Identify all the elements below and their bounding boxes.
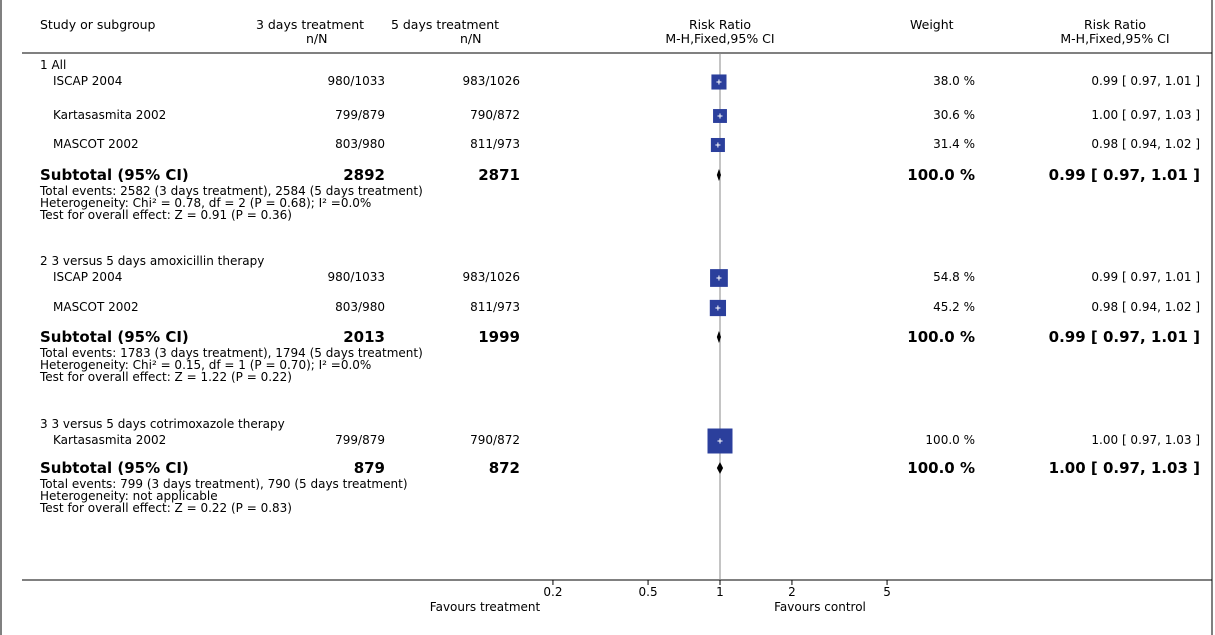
study-n2: 790/872 <box>470 433 520 447</box>
study-name: MASCOT 2002 <box>53 300 139 314</box>
subgroup-note: Test for overall effect: Z = 0.91 (P = 0… <box>40 208 292 222</box>
subgroup-note: Test for overall effect: Z = 0.22 (P = 0… <box>40 501 292 515</box>
subtotal-diamond <box>716 169 722 181</box>
study-n2: 983/1026 <box>462 270 521 284</box>
study-n2: 983/1026 <box>462 74 521 88</box>
subtotal-label: Subtotal (95% CI) <box>40 459 189 477</box>
study-n2: 811/973 <box>470 137 520 151</box>
header-group1-sub: n/N <box>306 31 328 46</box>
subtotal-weight: 100.0 % <box>907 166 975 184</box>
header-weight: Weight <box>910 17 954 32</box>
study-weight: 38.0 % <box>933 74 975 88</box>
study-n1: 803/980 <box>335 137 385 151</box>
study-n1: 803/980 <box>335 300 385 314</box>
subtotal-weight: 100.0 % <box>907 328 975 346</box>
study-n2: 811/973 <box>470 300 520 314</box>
study-name: Kartasasmita 2002 <box>53 108 167 122</box>
study-n1: 980/1033 <box>327 270 386 284</box>
header-rr-sub: M-H,Fixed,95% CI <box>1060 31 1170 46</box>
study-name: MASCOT 2002 <box>53 137 139 151</box>
study-name: ISCAP 2004 <box>53 74 123 88</box>
axis-tick-label: 0.5 <box>638 585 658 599</box>
study-n1: 799/879 <box>335 108 385 122</box>
subgroup-note: Total events: 1783 (3 days treatment), 1… <box>40 346 423 360</box>
subtotal-n1: 879 <box>353 459 385 477</box>
subtotal-ci: 0.99 [ 0.97, 1.01 ] <box>1048 166 1200 184</box>
subgroup-note: Test for overall effect: Z = 1.22 (P = 0… <box>40 370 292 384</box>
study-weight: 100.0 % <box>925 433 975 447</box>
study-weight: 54.8 % <box>933 270 975 284</box>
subtotal-ci: 1.00 [ 0.97, 1.03 ] <box>1048 459 1200 477</box>
subtotal-diamond <box>716 331 722 343</box>
subgroup-label: 1 All <box>40 58 67 72</box>
study-n1: 980/1033 <box>327 74 386 88</box>
plot-layer <box>552 53 888 585</box>
study-ci: 1.00 [ 0.97, 1.03 ] <box>1091 108 1200 122</box>
study-name: Kartasasmita 2002 <box>53 433 167 447</box>
subgroup-label: 2 3 versus 5 days amoxicillin therapy <box>40 254 265 268</box>
header-group1: 3 days treatment <box>255 17 365 32</box>
study-ci: 0.98 [ 0.94, 1.02 ] <box>1091 300 1200 314</box>
subgroup-note: Total events: 2582 (3 days treatment), 2… <box>40 184 423 198</box>
header-plot-title: Risk Ratio <box>689 17 751 32</box>
header-group2-sub: n/N <box>460 31 482 46</box>
subgroup-note: Heterogeneity: Chi² = 0.15, df = 1 (P = … <box>40 358 372 372</box>
subtotal-weight: 100.0 % <box>907 459 975 477</box>
subgroup-label: 3 3 versus 5 days cotrimoxazole therapy <box>40 417 285 431</box>
study-n2: 790/872 <box>470 108 520 122</box>
subgroup-note: Total events: 799 (3 days treatment), 79… <box>40 477 408 491</box>
subtotal-diamond <box>716 462 724 474</box>
subtotal-n2: 2871 <box>478 166 520 184</box>
subtotal-ci: 0.99 [ 0.97, 1.01 ] <box>1048 328 1200 346</box>
axis-left-label: Favours treatment <box>429 600 541 614</box>
subtotal-label: Subtotal (95% CI) <box>40 328 189 346</box>
study-n1: 799/879 <box>335 433 385 447</box>
subtotal-n2: 1999 <box>478 328 520 346</box>
subtotal-n1: 2013 <box>343 328 385 346</box>
subgroup-note: Heterogeneity: not applicable <box>40 489 218 503</box>
study-ci: 0.99 [ 0.97, 1.01 ] <box>1091 270 1200 284</box>
axis-tick-label: 2 <box>788 585 796 599</box>
study-ci: 1.00 [ 0.97, 1.03 ] <box>1091 433 1200 447</box>
axis-tick-label: 1 <box>716 585 724 599</box>
axis-right-label: Favours control <box>774 600 866 614</box>
subtotal-n1: 2892 <box>343 166 385 184</box>
header-group2: 5 days treatment <box>390 17 500 32</box>
header-rr-title: Risk Ratio <box>1084 17 1146 32</box>
study-weight: 30.6 % <box>933 108 975 122</box>
subtotal-label: Subtotal (95% CI) <box>40 166 189 184</box>
study-weight: 45.2 % <box>933 300 975 314</box>
study-ci: 0.98 [ 0.94, 1.02 ] <box>1091 137 1200 151</box>
study-weight: 31.4 % <box>933 137 975 151</box>
subtotal-n2: 872 <box>488 459 520 477</box>
subgroup-note: Heterogeneity: Chi² = 0.78, df = 2 (P = … <box>40 196 372 210</box>
study-name: ISCAP 2004 <box>53 270 123 284</box>
header-study: Study or subgroup <box>40 17 156 32</box>
study-ci: 0.99 [ 0.97, 1.01 ] <box>1091 74 1200 88</box>
header-plot-sub: M-H,Fixed,95% CI <box>665 31 775 46</box>
axis-tick-label: 0.2 <box>543 585 563 599</box>
axis-tick-label: 5 <box>883 585 891 599</box>
